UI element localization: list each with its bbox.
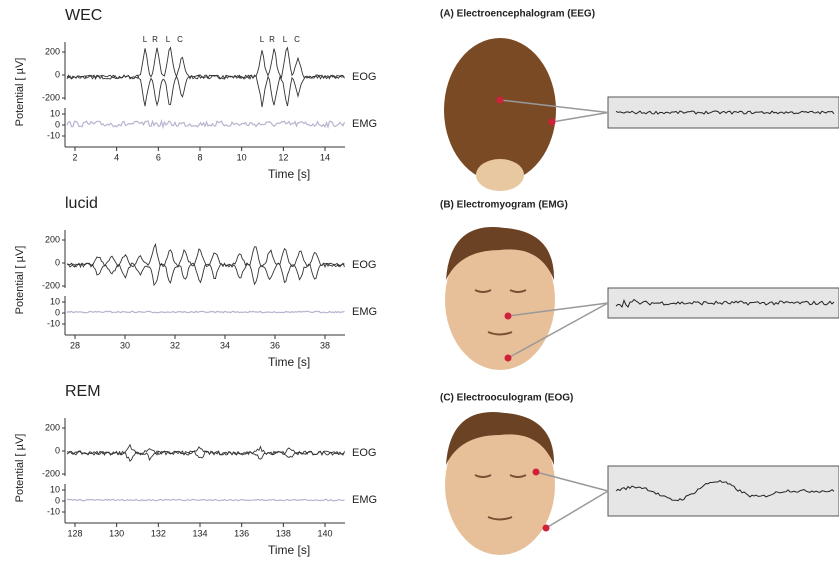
- x-tick-label: 130: [109, 528, 124, 538]
- electrode: [543, 525, 550, 532]
- x-tick-label: 128: [67, 528, 82, 538]
- x-tick-label: 30: [120, 340, 130, 350]
- y-tick-label: 200: [45, 422, 60, 432]
- illustration-panel: (C) Electrooculogram (EOG): [440, 393, 839, 555]
- trace-label: EMG: [352, 118, 377, 130]
- x-tick-label: 6: [156, 152, 161, 162]
- signal-box: [608, 97, 839, 128]
- x-tick-label: 8: [197, 152, 202, 162]
- panel-title: lucid: [65, 195, 98, 212]
- electrode: [549, 119, 556, 126]
- face-illustration: [476, 159, 524, 191]
- y-tick-label: 0: [55, 445, 60, 455]
- x-tick-label: 34: [220, 340, 230, 350]
- x-tick-label: 36: [270, 340, 280, 350]
- electrode: [497, 97, 504, 104]
- x-tick-label: 140: [317, 528, 332, 538]
- x-tick-label: 10: [237, 152, 247, 162]
- eog-trace: [67, 48, 345, 79]
- eye-movement-annotation: R: [152, 35, 158, 44]
- x-axis-label: Time [s]: [268, 543, 310, 557]
- y-tick-label: 200: [45, 234, 60, 244]
- right-figure: (A) Electroencephalogram (EEG) (B) Electr…: [440, 9, 839, 555]
- y-tick-label: -200: [42, 468, 60, 478]
- y-axis-label: Potential [ µV]: [14, 434, 26, 503]
- y-tick-label: -10: [47, 506, 60, 516]
- y-tick-label: 0: [55, 119, 60, 129]
- x-tick-label: 14: [320, 152, 330, 162]
- y-tick-label: -10: [47, 130, 60, 140]
- eog-trace: [67, 244, 345, 267]
- connector-line: [546, 491, 608, 528]
- x-tick-label: 2: [72, 152, 77, 162]
- y-tick-label: 200: [45, 46, 60, 56]
- emg-trace: [67, 311, 345, 312]
- y-tick-label: 10: [50, 484, 60, 494]
- electrode: [505, 355, 512, 362]
- trace-label: EOG: [352, 447, 376, 459]
- eog-trace: [67, 75, 345, 107]
- connector-line: [552, 113, 608, 123]
- eye-movement-annotation: L: [260, 35, 265, 44]
- eye-movement-annotation: R: [269, 35, 275, 44]
- signal-box: [608, 466, 839, 516]
- trace-label: EOG: [352, 259, 376, 271]
- panel-title: (A) Electroencephalogram (EEG): [440, 9, 595, 20]
- x-axis-label: Time [s]: [268, 355, 310, 369]
- trace-label: EOG: [352, 71, 376, 83]
- y-tick-label: 0: [55, 257, 60, 267]
- emg-trace: [67, 499, 345, 500]
- x-tick-label: 38: [320, 340, 330, 350]
- y-tick-label: 0: [55, 495, 60, 505]
- illustration-panel: (B) Electromyogram (EMG): [440, 200, 839, 370]
- illustration-panel: (A) Electroencephalogram (EEG): [440, 9, 839, 191]
- x-tick-label: 28: [70, 340, 80, 350]
- panel-title: (C) Electrooculogram (EOG): [440, 393, 573, 404]
- x-tick-label: 12: [278, 152, 288, 162]
- trace-label: EMG: [352, 306, 377, 318]
- emg-trace: [67, 121, 345, 127]
- x-tick-label: 136: [234, 528, 249, 538]
- x-axis-label: Time [s]: [268, 167, 310, 181]
- trace-label: EMG: [352, 494, 377, 506]
- y-axis-label: Potential [ µV]: [14, 246, 26, 315]
- y-tick-label: 0: [55, 307, 60, 317]
- y-axis-label: Potential [ µV]: [14, 58, 26, 127]
- y-tick-label: 0: [55, 69, 60, 79]
- eye-movement-annotation: C: [294, 35, 300, 44]
- y-tick-label: -200: [42, 92, 60, 102]
- y-tick-label: 10: [50, 108, 60, 118]
- electrode: [533, 469, 540, 476]
- y-tick-label: 10: [50, 296, 60, 306]
- panel-title: WEC: [65, 7, 102, 24]
- x-tick-label: 132: [151, 528, 166, 538]
- x-tick-label: 4: [114, 152, 119, 162]
- eye-movement-annotation: L: [166, 35, 171, 44]
- x-tick-label: 138: [276, 528, 291, 538]
- figure: WECPotential [ µV]2000-200100-1024681012…: [0, 0, 839, 572]
- panel-title: (B) Electromyogram (EMG): [440, 200, 568, 211]
- eye-movement-annotation: C: [177, 35, 183, 44]
- panel-title: REM: [65, 383, 101, 400]
- electrode: [505, 313, 512, 320]
- y-tick-label: -10: [47, 318, 60, 328]
- y-tick-label: -200: [42, 280, 60, 290]
- eye-movement-annotation: L: [283, 35, 288, 44]
- eye-movement-annotation: L: [143, 35, 148, 44]
- x-tick-label: 134: [192, 528, 207, 538]
- eog-trace: [67, 263, 345, 285]
- x-tick-label: 32: [170, 340, 180, 350]
